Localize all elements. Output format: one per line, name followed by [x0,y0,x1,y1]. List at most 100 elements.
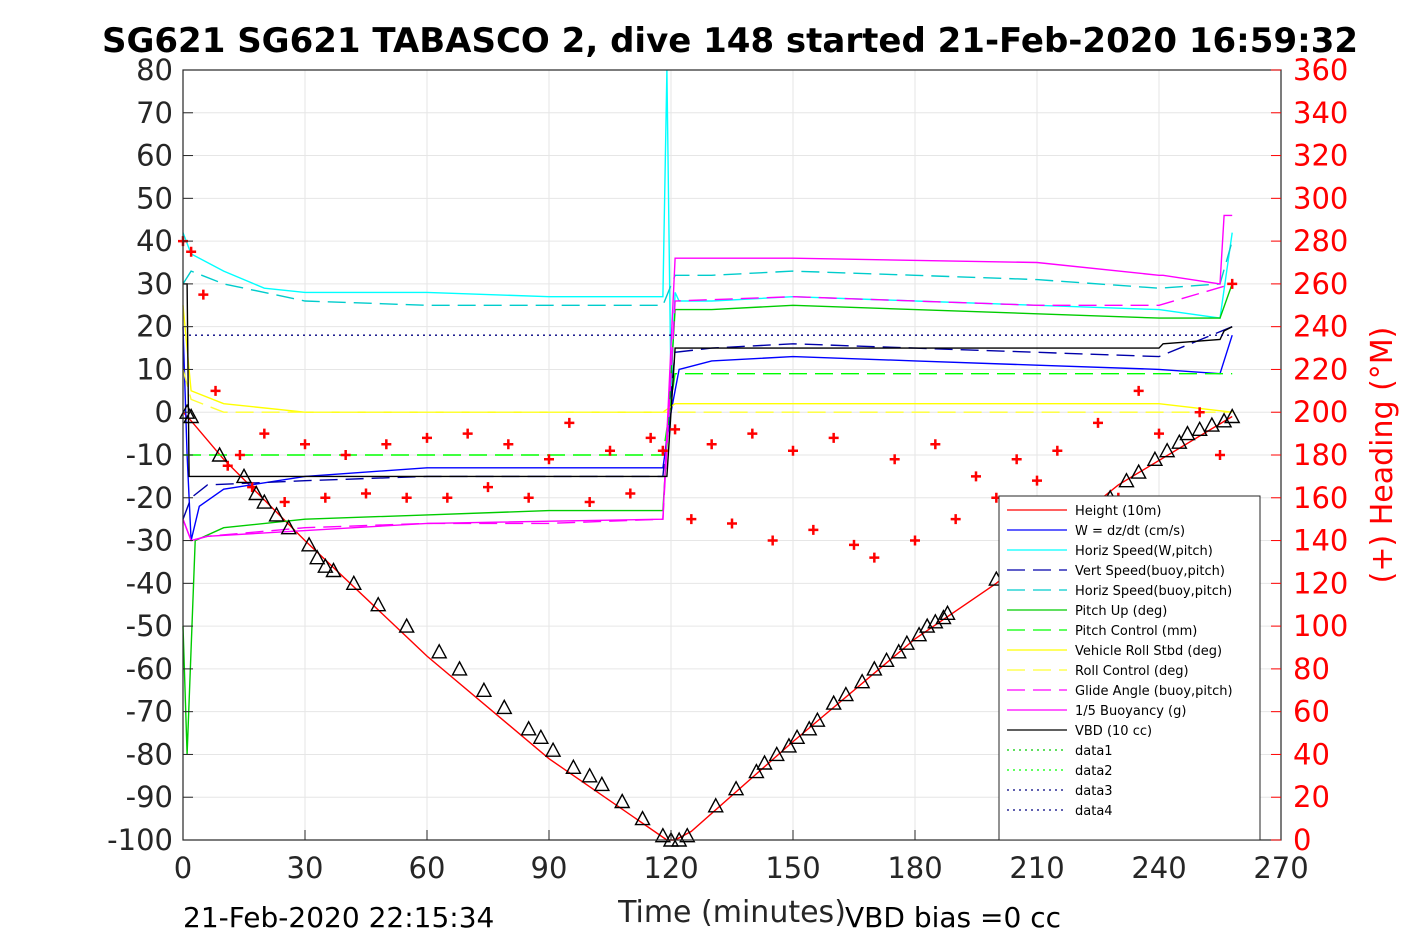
y2-tick-label: 220 [1293,352,1348,386]
position-point [788,728,806,745]
heading-point [381,439,392,450]
y2-tick-label: 100 [1293,609,1348,643]
y2-tick-label: 260 [1293,267,1348,301]
x-tick-label: 240 [1131,851,1186,885]
legend-label: data4 [1075,804,1113,819]
position-point [825,694,842,710]
chart-title: SG621 SG621 TABASCO 2, dive 148 started … [102,21,1358,61]
y2-tick-label: 320 [1293,139,1348,173]
x-tick-label: 90 [531,851,568,885]
position-point [431,643,448,659]
position-point [235,467,253,484]
heading-point [300,439,310,450]
position-point [532,728,550,745]
position-point [398,617,415,633]
position-point [634,810,651,826]
y2-tick-label: 200 [1293,395,1348,429]
position-point [211,446,228,462]
x-tick-label: 210 [1009,851,1064,885]
y2-tick-label: 140 [1293,524,1348,558]
position-point [593,775,611,792]
heading-point [198,289,209,300]
y-tick-label: -70 [126,695,173,729]
heading-point [401,492,412,503]
y2-tick-label: 180 [1293,438,1348,472]
x-tick-label: 150 [765,851,820,885]
x-tick-label: 120 [643,851,698,885]
y-tick-label: 0 [155,395,173,429]
legend-label: Horiz Speed(buoy,pitch) [1075,584,1232,599]
position-point [1224,408,1241,424]
legend-label: Glide Angle (buoy,pitch) [1075,684,1233,699]
series-line-9 [182,369,1233,413]
y-tick-label: -40 [126,566,173,600]
position-point [878,651,895,668]
position-point [565,758,582,774]
heading-point [1133,385,1144,396]
heading-point [422,432,432,443]
series-line-8 [182,305,1233,413]
position-point [837,686,855,702]
footer-vbd-bias: VBD bias =0 cc [845,901,1061,934]
position-point [1158,442,1176,458]
legend-label: Pitch Control (mm) [1075,624,1197,639]
legend-label: Height (10m) [1075,504,1161,519]
heading-point [670,424,681,435]
heading-point [1093,417,1103,428]
position-point [268,506,285,522]
heading-point [320,492,331,503]
position-point [1203,416,1221,432]
legend-label: data1 [1075,744,1113,759]
position-point [1171,433,1188,449]
heading-point [1011,454,1022,465]
series-line-4 [182,326,1233,520]
y2-tick-label: 360 [1293,53,1348,87]
heading-point [788,445,798,456]
position-point [898,634,916,650]
x-tick-label: 180 [887,851,942,885]
heading-point [222,460,233,471]
heading-point [259,428,270,439]
y2-tick-label: 160 [1293,481,1348,515]
position-point [345,574,362,591]
position-point [801,720,818,736]
position-point [475,681,493,697]
legend-label: Roll Control (deg) [1075,664,1189,679]
tick-labels: 0 30 60 90 120 150 180 210 240 270 80 70 60 50 40 30 20 1… [107,53,1348,885]
legend-label: data2 [1075,764,1113,779]
heading-point [1154,428,1164,439]
y-tick-label: -60 [126,652,173,686]
y-tick-label: -90 [126,780,173,814]
heading-point [361,488,371,499]
position-point [1130,463,1147,479]
heading-point [808,524,819,535]
position-point [768,745,785,762]
legend-label: Pitch Up (deg) [1075,604,1167,619]
series-line-7 [183,373,1233,456]
heading-point [727,518,737,529]
position-point [581,767,598,783]
right-axis-label: (+) Heading (°M) [1365,327,1400,584]
position-markers [178,403,1241,847]
position-point [182,408,200,424]
position-point [654,827,672,843]
y-tick-label: 80 [136,53,173,87]
y2-tick-label: 0 [1293,823,1311,857]
position-point [520,720,537,736]
heading-point [1052,445,1063,456]
series-line-3 [182,69,1233,391]
x-tick-label: 60 [409,851,446,885]
heading-point [523,492,534,503]
x-tick-label: 270 [1253,851,1308,885]
y2-tick-label: 80 [1293,652,1330,686]
heading-point [564,417,575,428]
position-point [1179,425,1196,441]
y2-tick-label: 300 [1293,181,1348,215]
y-tick-label: 20 [136,310,173,344]
y2-tick-label: 240 [1293,310,1348,344]
heading-point [340,450,351,460]
legend-label: VBD (10 cc) [1075,724,1152,739]
legend-label: data3 [1075,784,1113,799]
y-tick-label: 40 [136,224,173,258]
heading-point [930,439,941,450]
